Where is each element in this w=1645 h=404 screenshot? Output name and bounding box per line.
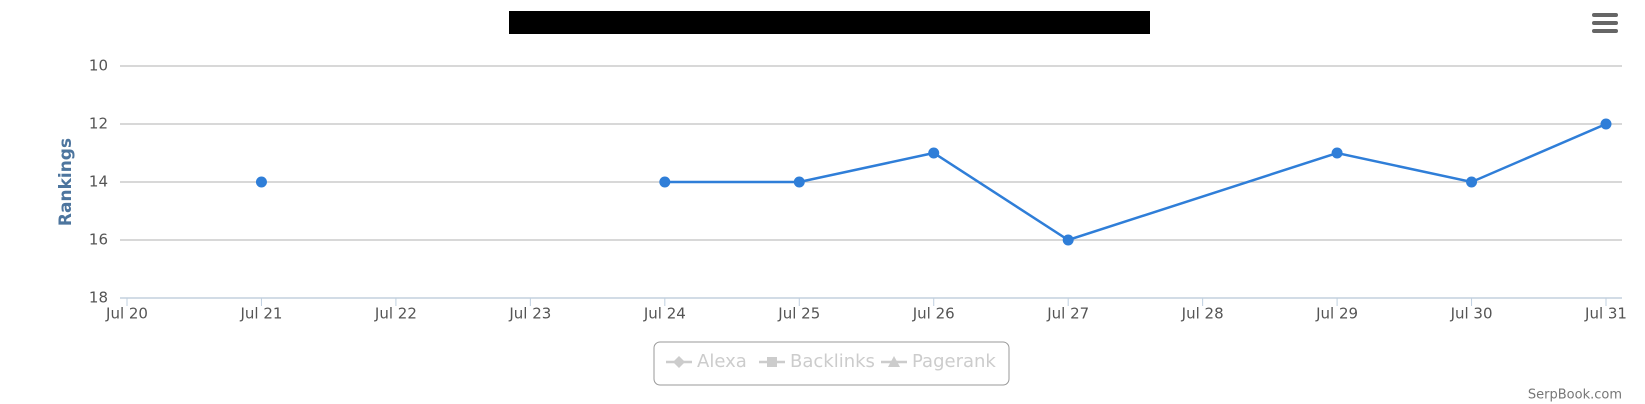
menu-button[interactable]	[1592, 13, 1618, 33]
data-point	[1600, 118, 1612, 130]
x-tick-label: Jul 20	[105, 305, 148, 323]
data-point	[1331, 147, 1343, 159]
x-tick-label: Jul 21	[239, 305, 282, 323]
data-point	[793, 176, 805, 188]
y-tick-label: 10	[89, 57, 108, 75]
y-tick-label: 18	[89, 289, 108, 307]
legend-label: Backlinks	[790, 351, 875, 372]
x-tick-label: Jul 31	[1584, 305, 1627, 323]
y-tick-label: 14	[89, 173, 108, 191]
x-tick-label: Jul 29	[1315, 305, 1358, 323]
x-tick-label: Jul 26	[912, 305, 955, 323]
data-point	[255, 176, 267, 188]
menu-bar	[1592, 21, 1618, 25]
x-tick-label: Jul 22	[374, 305, 417, 323]
legend-label: Alexa	[697, 351, 747, 372]
y-tick-label: 16	[89, 231, 108, 249]
x-tick-label: Jul 28	[1181, 305, 1224, 323]
legend-symbol	[767, 357, 777, 367]
legend-label: Pagerank	[912, 351, 996, 372]
legend-item[interactable]: Pagerank	[881, 351, 996, 372]
x-tick-label: Jul 23	[508, 305, 551, 323]
legend-symbol	[888, 356, 900, 367]
x-tick-label: Jul 30	[1450, 305, 1493, 323]
legend-box	[653, 341, 1010, 386]
data-point	[928, 147, 940, 159]
x-tick-label: Jul 27	[1046, 305, 1089, 323]
data-point	[659, 176, 671, 188]
legend-item[interactable]: Alexa	[666, 351, 747, 372]
legend-symbol	[673, 356, 685, 368]
y-tick-label: 12	[89, 115, 108, 133]
redacted-title	[509, 11, 1150, 34]
menu-bar	[1592, 13, 1618, 17]
x-tick-label: Jul 24	[643, 305, 686, 323]
legend-item[interactable]: Backlinks	[759, 351, 875, 372]
y-axis-label: Rankings	[56, 138, 76, 226]
menu-bar	[1592, 29, 1618, 33]
data-point	[1062, 234, 1074, 246]
x-tick-label: Jul 25	[777, 305, 820, 323]
credits[interactable]: SerpBook.com	[1528, 388, 1622, 403]
data-point	[1466, 176, 1478, 188]
